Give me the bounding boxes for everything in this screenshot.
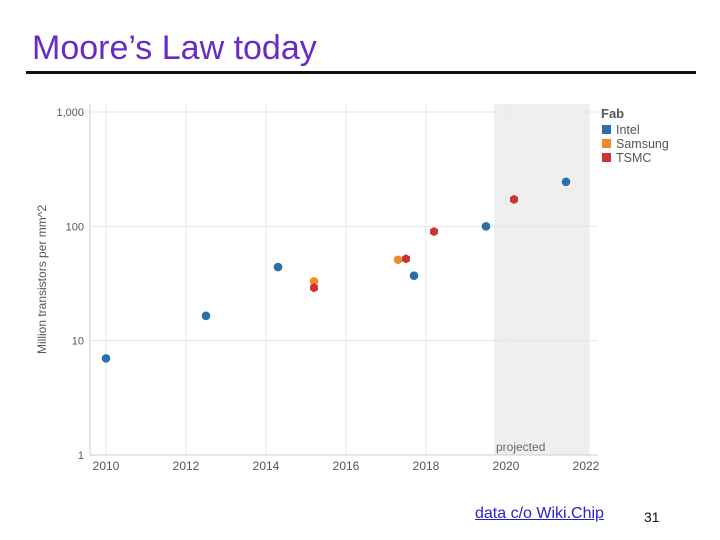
data-point-tsmc — [510, 194, 518, 204]
data-point-tsmc — [430, 226, 438, 237]
data-point-intel — [561, 177, 571, 187]
page-number: 31 — [644, 509, 660, 525]
x-tick-label: 2016 — [333, 459, 360, 473]
y-tick-label: 100 — [66, 221, 84, 233]
legend-title: Fab — [601, 106, 624, 121]
legend-label-tsmc: TSMC — [616, 151, 651, 165]
data-point-intel — [201, 311, 211, 321]
legend-swatch-samsung — [602, 139, 611, 148]
data-point-samsung — [309, 277, 319, 286]
data-point-tsmc — [402, 254, 410, 264]
legend-swatch-tsmc — [602, 153, 611, 162]
y-tick-label: 10 — [72, 336, 84, 348]
y-tick-label: 1 — [78, 450, 84, 462]
data-point-intel — [409, 271, 419, 281]
projected-region — [494, 104, 590, 455]
title-rule — [26, 71, 696, 74]
legend-label-samsung: Samsung — [616, 137, 669, 151]
data-point-intel — [101, 354, 111, 363]
projected-label: projected — [496, 440, 545, 454]
slide-title: Moore’s Law today — [32, 29, 317, 67]
data-point-intel — [273, 262, 283, 272]
x-tick-label: 2018 — [413, 459, 440, 473]
data-source-link[interactable]: data c/o Wiki.Chip — [475, 505, 604, 522]
x-tick-label: 2012 — [173, 459, 200, 473]
y-tick-label: 1,000 — [56, 107, 84, 119]
data-point-samsung — [393, 255, 403, 265]
y-axis-label: Million transistors per mm^2 — [35, 205, 49, 354]
x-tick-label: 2020 — [493, 459, 520, 473]
data-point-intel — [481, 222, 491, 231]
x-tick-label: 2014 — [253, 459, 280, 473]
legend-swatch-intel — [602, 125, 611, 134]
data-point-tsmc — [310, 283, 318, 293]
x-tick-label: 2022 — [573, 459, 600, 473]
legend-label-intel: Intel — [616, 123, 640, 137]
x-tick-label: 2010 — [93, 459, 120, 473]
